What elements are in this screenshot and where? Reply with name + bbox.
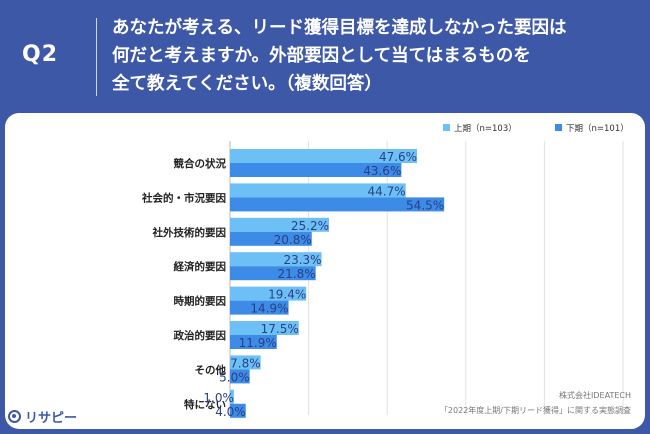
bar — [230, 252, 322, 267]
bar-chart: 上期（n=103） 下期（n=101） 競合の状況 47.6%43.6% 社会的・市況要… — [141, 123, 629, 419]
legend-label: 下期（n=101） — [566, 123, 629, 134]
question-line-1: あなたが考える、リード獲得目標を達成しなかった要因は — [112, 18, 567, 38]
bar — [230, 300, 289, 315]
question-line-2: 何だと考えますか。外部要因として当てはまるものを — [112, 46, 531, 66]
data-label: 47.6% — [379, 150, 417, 164]
data-label: 17.5% — [261, 322, 299, 336]
bar — [230, 403, 246, 418]
bar — [230, 335, 277, 349]
bar — [230, 231, 312, 246]
question-number: Q2 — [22, 42, 59, 67]
category-label: 社会的・市況要因 — [141, 191, 226, 204]
credit-company: 株式会社IDEATECH — [559, 391, 631, 400]
bar — [230, 266, 316, 281]
data-label: 23.3% — [283, 253, 321, 267]
bar — [230, 163, 402, 177]
category-label: 特にない — [184, 398, 226, 411]
data-label: 20.8% — [274, 233, 312, 247]
category-label: 社外技術的要因 — [152, 226, 227, 239]
brand-logo-text: リサピー — [25, 410, 78, 426]
data-label: 43.6% — [363, 164, 401, 178]
header-divider — [96, 18, 97, 96]
data-label: 7.8% — [230, 356, 261, 370]
bar — [230, 355, 261, 370]
data-label: 21.8% — [278, 267, 316, 281]
data-label: 44.7% — [368, 184, 406, 198]
bar — [230, 149, 418, 163]
chart-panel: 上期（n=103） 下期（n=101） 競合の状況 47.6% 43.6% 社会的・市況要… — [5, 113, 645, 429]
question-text: あなたが考える、リード獲得目標を達成しなかった要因は 何だと考えますか。外部要因… — [112, 14, 637, 98]
category-label: 時期的要因 — [174, 295, 227, 308]
data-label: 19.4% — [268, 288, 306, 302]
bar — [230, 321, 299, 335]
legend-label: 上期（n=103） — [454, 123, 517, 134]
legend-swatch — [443, 124, 450, 131]
data-label: 11.9% — [239, 336, 277, 350]
data-label: 1.0% — [203, 391, 234, 405]
bar — [230, 389, 234, 404]
credit-survey: 「2022年度上期/下期リード獲得」に関する実態調査 — [439, 406, 631, 415]
category-label: 経済的要因 — [174, 260, 227, 273]
bar — [230, 217, 330, 232]
data-label: 5.0% — [219, 370, 250, 384]
category-label: 競合の状況 — [174, 157, 227, 170]
bar — [230, 286, 307, 301]
data-label: 14.9% — [250, 302, 288, 316]
bar — [230, 183, 406, 198]
data-label: 4.0% — [215, 405, 246, 419]
header: Q2 あなたが考える、リード獲得目標を達成しなかった要因は 何だと考えますか。外… — [0, 0, 650, 112]
bar — [230, 197, 445, 212]
data-label: 54.5% — [406, 198, 444, 212]
legend-swatch — [555, 124, 562, 131]
category-label: 政治的要因 — [174, 329, 227, 342]
speech-bubble-icon — [8, 409, 21, 423]
category-label: その他 — [195, 363, 227, 376]
bar — [230, 369, 250, 384]
question-line-3: 全て教えてください。（複数回答） — [112, 74, 382, 94]
brand-logo: リサピー — [8, 404, 77, 428]
data-label: 25.2% — [291, 219, 329, 233]
